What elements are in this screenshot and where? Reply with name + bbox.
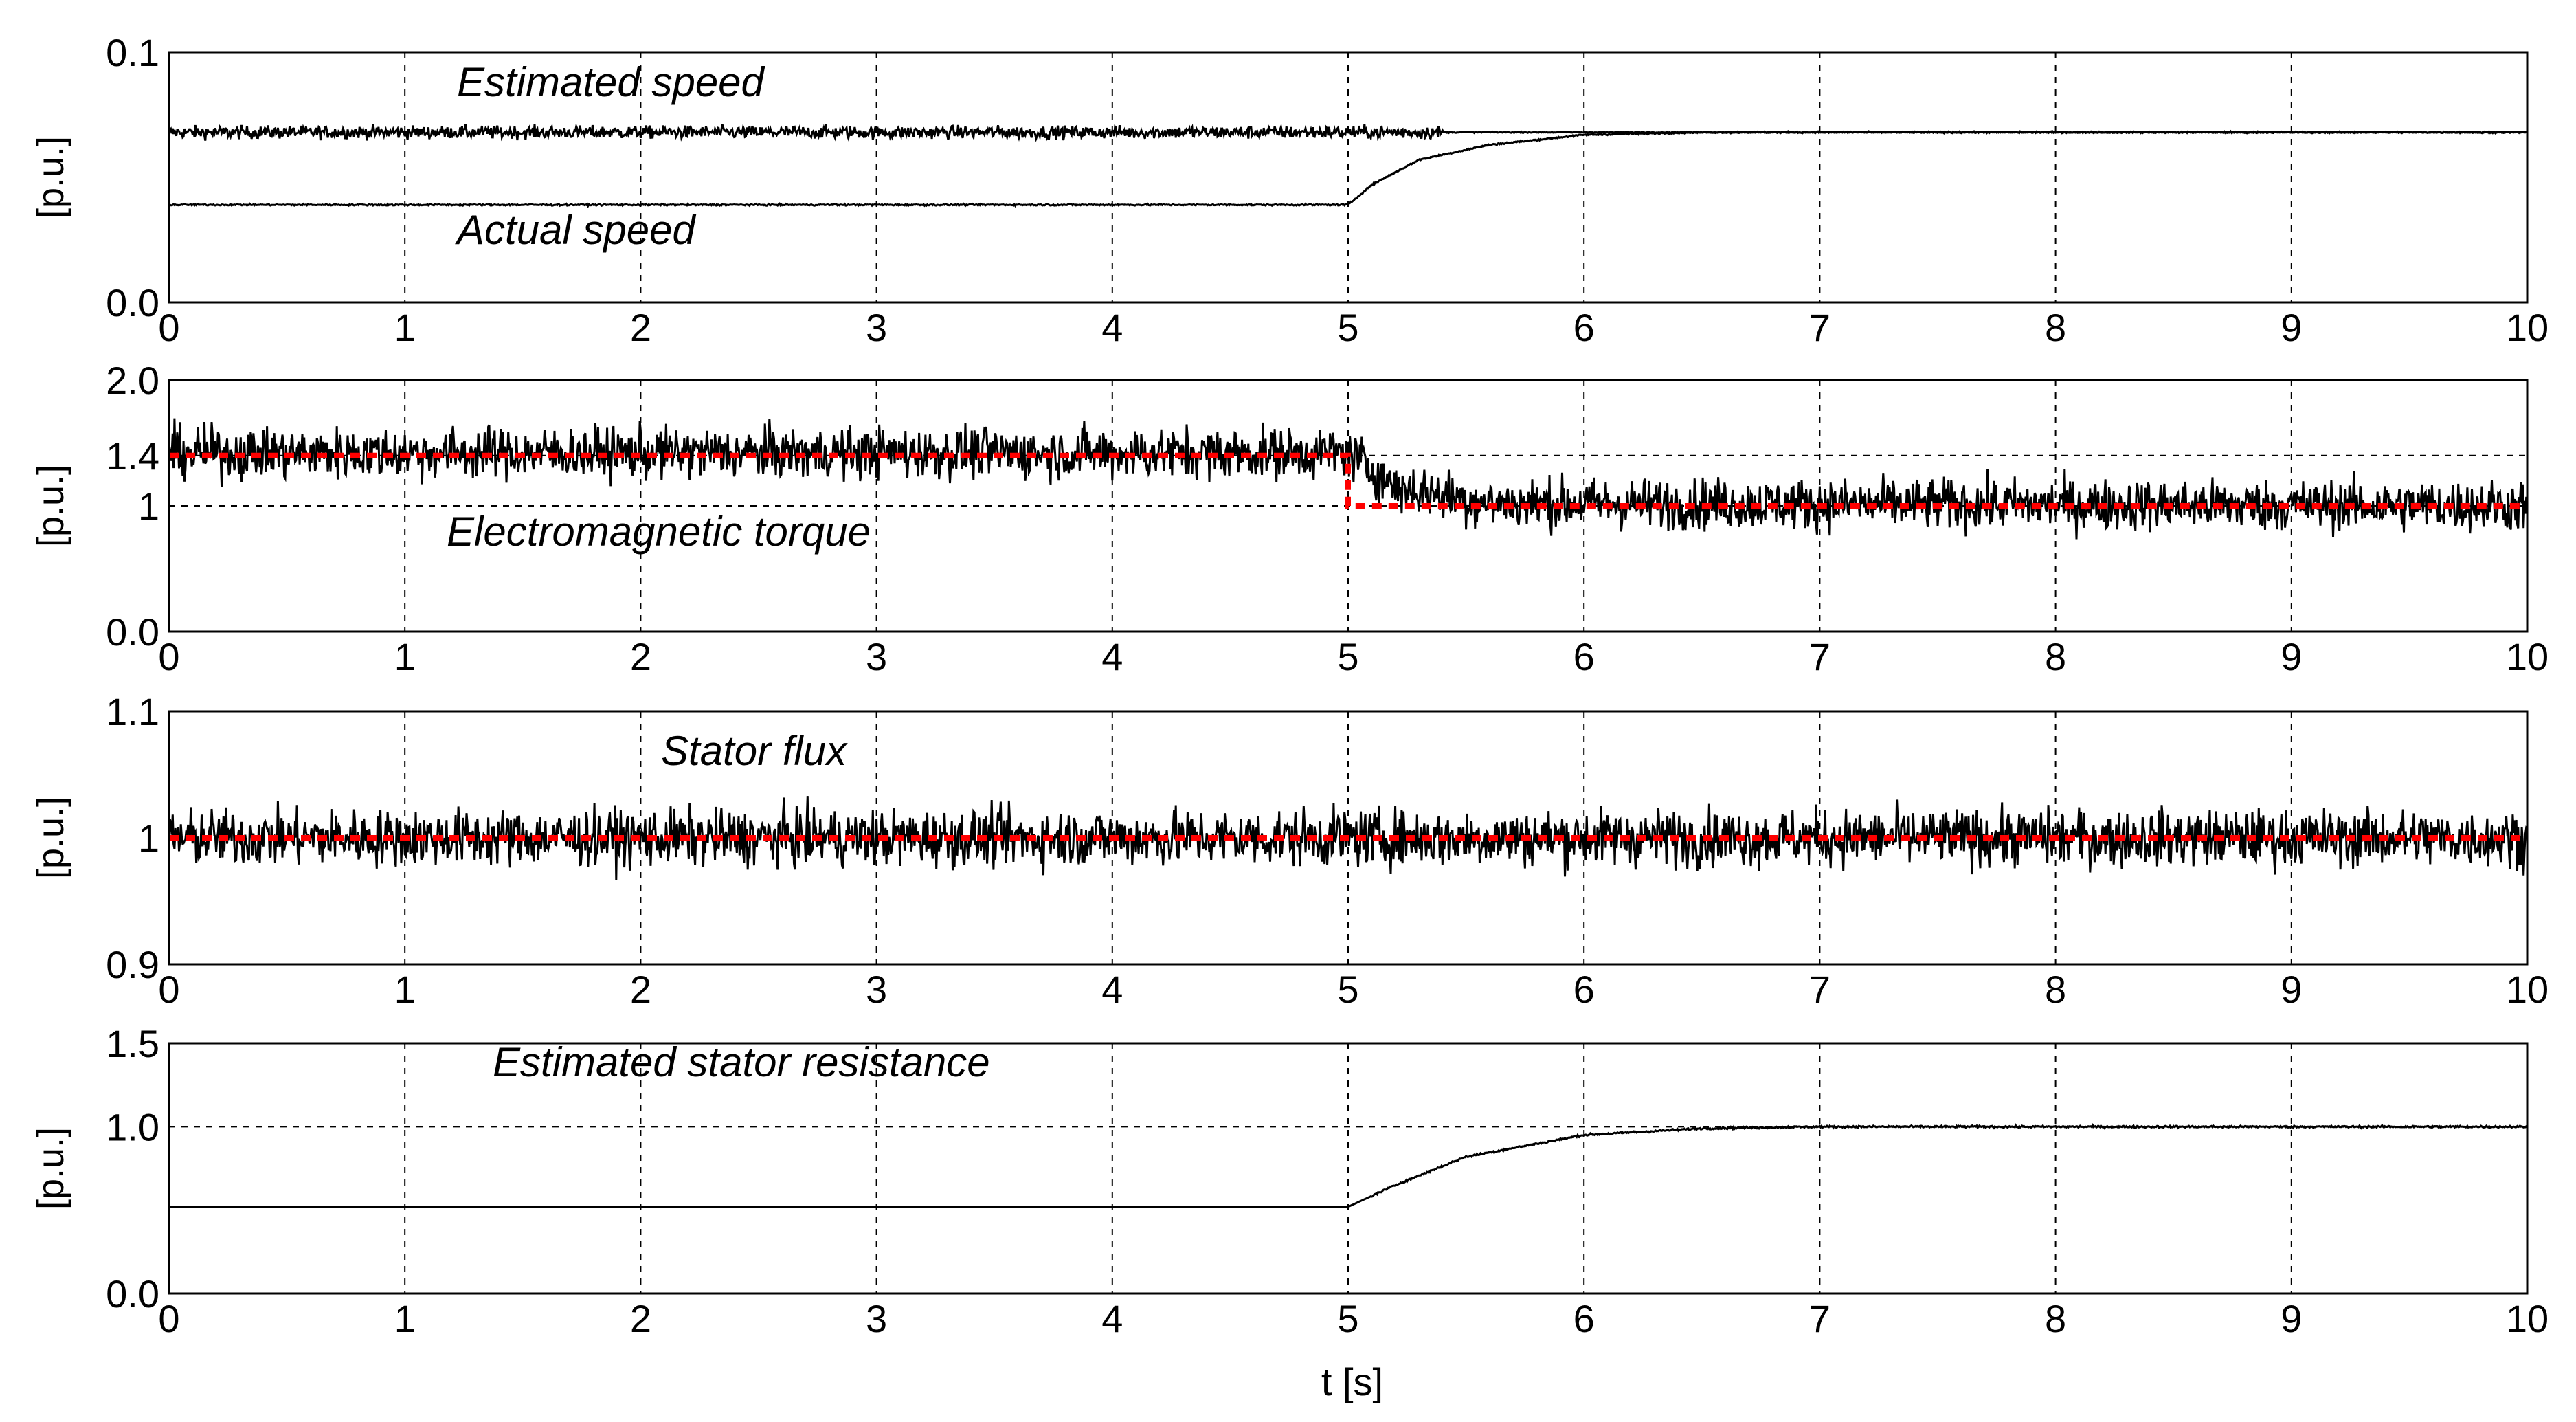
x-tick-label: 9 bbox=[2281, 635, 2302, 678]
y-tick-label: 0.0 bbox=[106, 610, 159, 654]
chart-panel-4: 0 1 2 3 4 5 6 7 8 9 10 0.0 1.0 1.5 [p.u.] Estimated sta… bbox=[30, 1022, 2549, 1403]
plot-frame bbox=[168, 379, 2529, 633]
y-tick-label: 1.4 bbox=[106, 434, 159, 478]
chart-panel-2: 0 1 2 3 4 5 6 7 8 9 10 0.0 1 1.4 2.0 [p.u.] Electromagne… bbox=[30, 359, 2549, 678]
x-tick-label: 6 bbox=[1573, 306, 1595, 349]
y-tick-label: 1.1 bbox=[106, 690, 159, 733]
y-tick-label: 0.0 bbox=[106, 1272, 159, 1315]
x-tick-label: 1 bbox=[394, 1297, 416, 1340]
x-tick-label: 8 bbox=[2045, 968, 2066, 1011]
y-tick-label: 0.9 bbox=[106, 943, 159, 986]
annotation-actual-speed: Actual speed bbox=[455, 207, 697, 253]
series-estimated-stator-resistance bbox=[169, 1123, 2527, 1208]
x-tick-label: 1 bbox=[394, 635, 416, 678]
x-tick-label: 9 bbox=[2281, 306, 2302, 349]
y-tick-label: 1 bbox=[138, 485, 159, 528]
x-tick-label: 3 bbox=[866, 1297, 887, 1340]
y-tick-label: 1 bbox=[138, 816, 159, 860]
plot-frame bbox=[168, 1042, 2529, 1295]
x-tick-label: 10 bbox=[2506, 1297, 2549, 1340]
x-tick-label: 7 bbox=[1809, 306, 1830, 349]
x-tick-label: 5 bbox=[1337, 635, 1358, 678]
x-tick-label: 9 bbox=[2281, 968, 2302, 1011]
x-tick-label: 6 bbox=[1573, 1297, 1595, 1340]
x-tick-label: 1 bbox=[394, 968, 416, 1011]
x-tick-label: 8 bbox=[2045, 1297, 2066, 1340]
x-tick-label: 2 bbox=[630, 306, 651, 349]
x-tick-label: 10 bbox=[2506, 968, 2549, 1011]
y-axis-label: [p.u.] bbox=[30, 1127, 71, 1210]
y-tick-label: 1.0 bbox=[106, 1105, 159, 1148]
x-tick-label: 7 bbox=[1809, 635, 1830, 678]
plot-frame bbox=[168, 51, 2529, 304]
plot-frame bbox=[168, 710, 2529, 966]
x-tick-label: 0 bbox=[158, 306, 179, 349]
x-tick-label: 1 bbox=[394, 306, 416, 349]
x-tick-label: 6 bbox=[1573, 635, 1595, 678]
x-tick-label: 2 bbox=[630, 1297, 651, 1340]
x-tick-label: 9 bbox=[2281, 1297, 2302, 1340]
x-tick-label: 5 bbox=[1337, 1297, 1358, 1340]
x-axis-label: t [s] bbox=[1321, 1360, 1383, 1403]
x-tick-label: 6 bbox=[1573, 968, 1595, 1011]
x-tick-label: 3 bbox=[866, 968, 887, 1011]
y-axis-label: [p.u.] bbox=[30, 136, 71, 219]
annotation-estimated-speed: Estimated speed bbox=[457, 59, 765, 105]
x-tick-label: 8 bbox=[2045, 635, 2066, 678]
x-tick-label: 2 bbox=[630, 635, 651, 678]
chart-panel-1: 0 1 2 3 4 5 6 7 8 9 10 0.0 0.1 [p.u.] Estimated speed A… bbox=[30, 31, 2549, 349]
y-tick-label: 2.0 bbox=[106, 359, 159, 402]
annotation-estimated-stator-resistance: Estimated stator resistance bbox=[493, 1039, 990, 1085]
series-actual-speed bbox=[168, 129, 2528, 208]
x-tick-label: 0 bbox=[158, 968, 179, 1011]
annotation-electromagnetic-torque: Electromagnetic torque bbox=[447, 509, 871, 555]
y-tick-label: 0.1 bbox=[106, 31, 159, 74]
x-tick-label: 4 bbox=[1101, 968, 1123, 1011]
x-tick-label: 3 bbox=[866, 306, 887, 349]
x-tick-label: 5 bbox=[1337, 306, 1358, 349]
x-tick-label: 4 bbox=[1101, 306, 1123, 349]
x-tick-label: 4 bbox=[1101, 635, 1123, 678]
x-tick-label: 7 bbox=[1809, 1297, 1830, 1340]
series-reference-torque bbox=[169, 452, 2527, 509]
x-tick-label: 8 bbox=[2045, 306, 2066, 349]
chart-panel-3: 0 1 2 3 4 5 6 7 8 9 10 0.9 1 1.1 [p.u.] Stator flux bbox=[30, 690, 2549, 1011]
x-tick-label: 3 bbox=[866, 635, 887, 678]
x-tick-label: 2 bbox=[630, 968, 651, 1011]
y-tick-label: 1.5 bbox=[106, 1022, 159, 1065]
x-tick-label: 4 bbox=[1101, 1297, 1123, 1340]
x-tick-label: 0 bbox=[158, 1297, 179, 1340]
y-axis-label: [p.u.] bbox=[30, 797, 71, 879]
x-tick-label: 10 bbox=[2506, 306, 2549, 349]
x-tick-label: 0 bbox=[158, 635, 179, 678]
y-tick-label: 0.0 bbox=[106, 281, 159, 324]
y-axis-label: [p.u.] bbox=[30, 465, 71, 547]
x-tick-label: 7 bbox=[1809, 968, 1830, 1011]
series-electromagnetic-torque bbox=[168, 418, 2529, 540]
x-tick-label: 5 bbox=[1337, 968, 1358, 1011]
annotation-stator-flux: Stator flux bbox=[661, 728, 848, 774]
x-tick-label: 10 bbox=[2506, 635, 2549, 678]
